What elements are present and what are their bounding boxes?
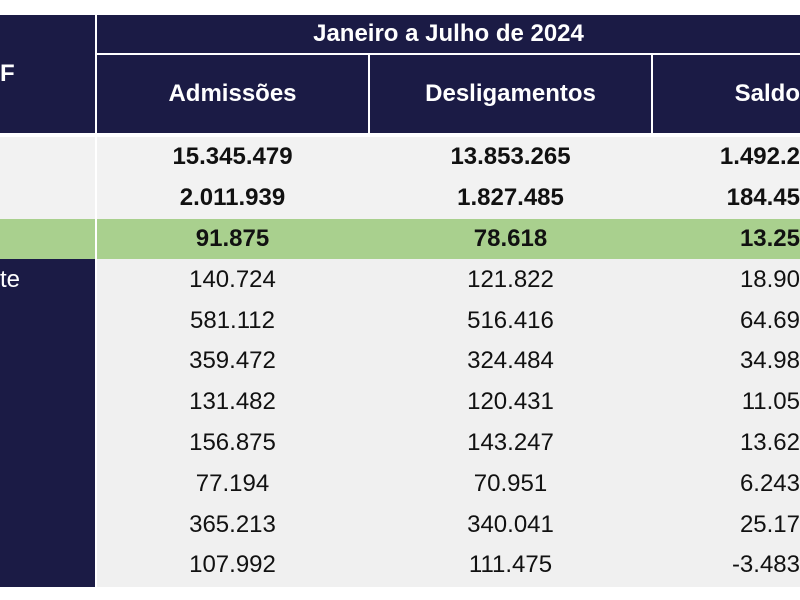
- table-cell: 25.17: [739, 510, 800, 538]
- table-cell: 365.213: [189, 510, 276, 538]
- table-cell: 2.011.939: [179, 184, 286, 212]
- table-cell: 64.69: [739, 306, 800, 334]
- table-cell: 34.98: [739, 347, 800, 375]
- table-cell: 18.90: [739, 265, 800, 293]
- row-band: [97, 422, 800, 465]
- row-band: [97, 381, 800, 424]
- table-cell: -3.483: [731, 551, 800, 579]
- table-cell: 111.475: [468, 551, 553, 579]
- row-label: [0, 422, 95, 465]
- table-cell: 184.45: [726, 184, 800, 212]
- column-header: Admissões: [97, 55, 368, 133]
- group-header: Janeiro a Julho de 2024: [97, 15, 800, 53]
- row-label: [0, 504, 95, 546]
- table-cell: 11.05: [741, 388, 800, 416]
- table-cell: 78.618: [473, 224, 548, 252]
- row-band: [97, 137, 800, 179]
- table-cell: 91.875: [195, 224, 270, 252]
- table-cell: 15.345.479: [172, 143, 293, 171]
- table-cell: 70.951: [473, 469, 548, 497]
- table-cell: 131.482: [189, 388, 276, 416]
- table-cell: 516.416: [467, 306, 554, 334]
- row-label: [0, 218, 95, 261]
- table-cell: 77.194: [195, 469, 270, 497]
- row-band: [97, 463, 800, 506]
- column-header: Saldo: [653, 55, 800, 133]
- table-cell: 6.243: [739, 469, 800, 497]
- corner-header: F: [0, 15, 95, 133]
- table-cell: 1.827.485: [457, 184, 564, 212]
- table-cell: 13.853.265: [450, 143, 571, 171]
- row-label: [0, 381, 95, 424]
- row-label: [0, 463, 95, 506]
- row-band: [97, 177, 800, 220]
- table-cell: 340.041: [467, 510, 554, 538]
- table-cell: 324.484: [467, 347, 554, 375]
- table-cell: 120.431: [467, 388, 554, 416]
- row-label: [0, 300, 95, 342]
- row-label: [0, 137, 95, 179]
- table-cell: 156.875: [189, 428, 276, 456]
- table-cell: 13.62: [739, 428, 800, 456]
- table-cell: 143.247: [467, 428, 554, 456]
- row-band: [97, 341, 800, 383]
- table-cell: 359.472: [189, 347, 276, 375]
- table-cell: 1.492.2: [719, 143, 800, 171]
- table-cell: 121.822: [467, 265, 554, 293]
- row-band: [97, 504, 800, 546]
- table-cell: 13.25: [739, 224, 800, 252]
- row-band: [97, 545, 800, 587]
- row-label: [0, 177, 95, 220]
- row-label: [0, 545, 95, 587]
- table-cell: 107.992: [189, 551, 276, 579]
- row-band: [97, 300, 800, 342]
- row-label: [0, 341, 95, 383]
- row-band: [97, 259, 800, 302]
- table-cell: 140.724: [189, 265, 276, 293]
- column-header: Desligamentos: [370, 55, 651, 133]
- table-cell: 581.112: [190, 306, 275, 334]
- row-band: [97, 218, 800, 261]
- row-label: te: [0, 259, 95, 302]
